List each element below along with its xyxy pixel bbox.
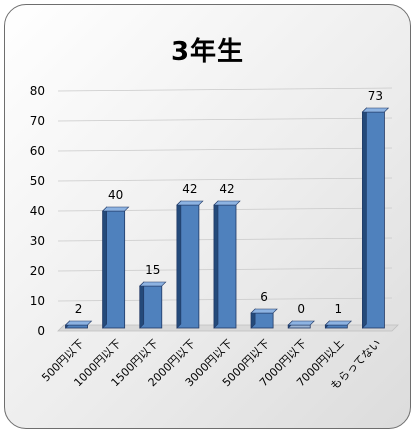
bar bbox=[324, 320, 353, 329]
y-tick-label: 10 bbox=[30, 294, 45, 308]
bar bbox=[250, 308, 278, 329]
y-tick-label: 50 bbox=[30, 174, 45, 188]
data-label: 40 bbox=[108, 188, 123, 202]
bar bbox=[287, 320, 315, 329]
bar bbox=[361, 107, 390, 329]
chart-title: 3年生 bbox=[170, 37, 245, 67]
data-label: 42 bbox=[182, 182, 197, 196]
gridline bbox=[57, 117, 393, 122]
bar-front bbox=[287, 324, 311, 329]
y-tick-label: 80 bbox=[30, 84, 45, 98]
bar bbox=[213, 200, 241, 329]
bar-side bbox=[176, 200, 182, 329]
bar bbox=[101, 206, 130, 329]
data-label: 1 bbox=[335, 302, 343, 316]
data-label: 73 bbox=[368, 89, 383, 103]
bar-side bbox=[102, 206, 107, 329]
bar-top bbox=[176, 200, 204, 206]
data-label: 15 bbox=[145, 263, 160, 277]
bar-front bbox=[324, 324, 348, 329]
chart-frame: 3年生 bbox=[4, 4, 411, 429]
y-tick-label: 70 bbox=[30, 114, 45, 128]
data-label: 42 bbox=[219, 182, 234, 196]
bar-top bbox=[213, 200, 241, 206]
y-tick-label: 20 bbox=[30, 264, 45, 278]
bar-top bbox=[361, 107, 390, 113]
bar-side bbox=[213, 200, 219, 329]
bar-top bbox=[287, 320, 315, 326]
data-label: 0 bbox=[297, 302, 305, 316]
bar-top bbox=[250, 308, 278, 314]
y-tick-label: 60 bbox=[30, 144, 45, 158]
data-label: 6 bbox=[260, 290, 268, 304]
bar bbox=[139, 281, 167, 329]
y-tick-label: 30 bbox=[30, 234, 45, 248]
bar-top bbox=[101, 206, 130, 212]
bar-side bbox=[362, 107, 367, 329]
gridline bbox=[57, 177, 393, 182]
bar bbox=[176, 200, 204, 329]
bar-top bbox=[324, 320, 353, 326]
bar bbox=[64, 320, 93, 329]
data-label: 2 bbox=[75, 302, 83, 316]
bar-top bbox=[139, 281, 167, 287]
y-tick-label: 40 bbox=[30, 204, 45, 218]
bar-top bbox=[64, 320, 93, 326]
bar-side bbox=[139, 281, 145, 329]
y-tick-label: 0 bbox=[37, 324, 45, 338]
bar-front bbox=[65, 324, 88, 329]
gridline bbox=[57, 87, 393, 92]
gridline bbox=[57, 147, 393, 152]
